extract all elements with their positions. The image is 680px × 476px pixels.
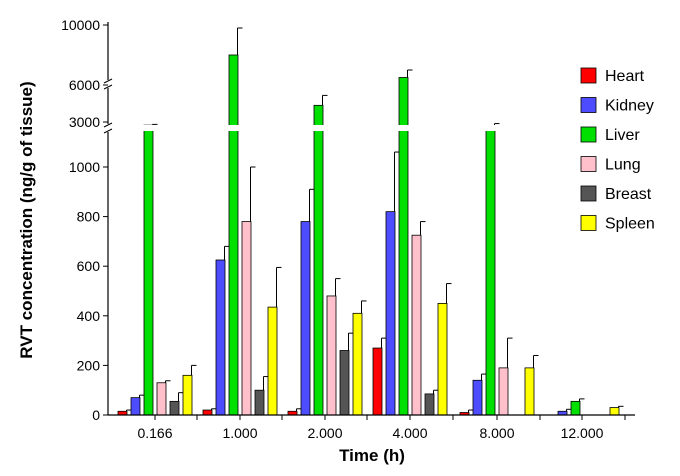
- y-tick-label-200: 200: [77, 357, 101, 373]
- y-break-mark-a-1: [103, 84, 113, 90]
- legend-label-heart: Heart: [605, 68, 645, 85]
- x-tick-label-1.000: 1.000: [222, 425, 257, 441]
- bar-spleen-4.000: [437, 302, 448, 416]
- y-axis-title: RVT concentration (ng/g of tissue): [17, 81, 36, 358]
- y-tick-label-6000: 6000: [69, 77, 100, 93]
- bar-lung-0.166: [156, 382, 167, 416]
- bar-kidney-0.166: [130, 397, 141, 416]
- bar-kidney-8.000: [472, 379, 483, 416]
- bar-breast-2.000: [339, 350, 350, 416]
- legend-label-kidney: Kidney: [605, 98, 654, 115]
- legend-label-breast: Breast: [605, 186, 652, 203]
- bar-spleen-12.000: [609, 407, 620, 416]
- bar-kidney-2.000: [300, 221, 311, 416]
- bar-breast-1.000: [254, 389, 265, 416]
- bar-liver-12.000: [570, 400, 581, 416]
- bar-kidney-1.000: [215, 259, 226, 416]
- x-axis-title: Time (h): [339, 446, 405, 465]
- bar-liver-0.166: [143, 124, 154, 416]
- legend-swatch-lung: [580, 156, 597, 172]
- y-tick-label-800: 800: [77, 209, 101, 225]
- bar-breast-0.166: [169, 400, 180, 416]
- legend-swatch-heart: [580, 67, 597, 84]
- bar-spleen-2.000: [352, 312, 363, 416]
- bar-heart-4.000: [372, 347, 383, 416]
- bar-heart-1.000: [202, 409, 213, 416]
- legend: Heart Kidney Liver Lung Breast Spleen: [580, 67, 655, 233]
- legend-swatch-spleen: [580, 215, 597, 231]
- axes-layer: 0 200 400 600 800 1000 3000 6000 10000 0.166 1.000…: [61, 17, 635, 441]
- bar-lung-1.000: [241, 221, 252, 416]
- bar-lung-8.000: [498, 367, 509, 416]
- x-tick-label-8.000: 8.000: [479, 425, 514, 441]
- y-tick-label-1000: 1000: [69, 159, 100, 175]
- y-tick-label-10000: 10000: [61, 17, 100, 33]
- bar-liver-8.000: [485, 125, 496, 416]
- legend-swatch-breast: [580, 185, 597, 202]
- legend-swatch-kidney: [580, 97, 597, 113]
- bar-spleen-8.000: [524, 367, 535, 416]
- y-break-mark-b-0: [103, 122, 113, 128]
- legend-label-lung: Lung: [605, 157, 641, 174]
- y-tick-label-3000: 3000: [69, 114, 100, 130]
- bar-lung-4.000: [411, 234, 422, 416]
- y-tick-label-0: 0: [92, 407, 100, 423]
- legend-label-liver: Liver: [605, 127, 640, 144]
- bar-kidney-4.000: [385, 211, 396, 416]
- legend-label-spleen: Spleen: [605, 216, 655, 233]
- y-tick-label-400: 400: [77, 308, 101, 324]
- bar-liver-1.000: [228, 54, 239, 416]
- x-tick-label-12.000: 12.000: [561, 425, 604, 441]
- x-tick-label-2.000: 2.000: [307, 425, 342, 441]
- bars-layer: [60, 27, 635, 416]
- x-tick-label-0.166: 0.166: [137, 425, 172, 441]
- bar-breast-4.000: [424, 393, 435, 416]
- bar-spleen-1.000: [267, 306, 278, 416]
- bar-lung-2.000: [326, 295, 337, 416]
- x-tick-label-4.000: 4.000: [392, 425, 427, 441]
- y-tick-label-600: 600: [77, 258, 101, 274]
- bar-liver-2.000: [313, 104, 324, 416]
- bar-spleen-0.166: [182, 374, 193, 416]
- y-break-mark-a-0: [103, 128, 113, 134]
- y-break-mark-b-1: [103, 78, 113, 84]
- legend-swatch-liver: [580, 126, 597, 143]
